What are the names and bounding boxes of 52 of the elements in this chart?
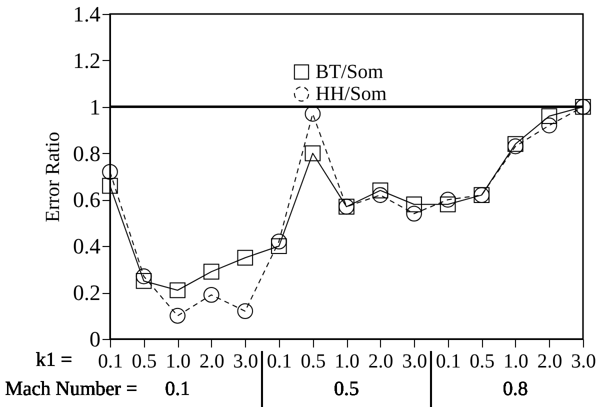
x-tick-label: 2.0 [368, 350, 394, 372]
x-tick-label: 0.1 [98, 350, 123, 372]
x-tick-label: 1.0 [503, 350, 528, 372]
text: 0.5 [334, 378, 359, 400]
point [271, 238, 287, 254]
x-tick-label: 0.5 [300, 350, 326, 372]
text: 0.1 [165, 378, 190, 400]
point [541, 118, 558, 134]
x-tick-label: 3.0 [233, 350, 258, 372]
point [440, 196, 456, 212]
y-tick-label: 0.2 [73, 280, 100, 306]
point [102, 178, 118, 194]
legend-label: BT/Som [316, 61, 384, 83]
y-tick-label: 0 [90, 326, 100, 352]
x-tick-label: 1.0 [166, 350, 191, 372]
point [203, 264, 220, 280]
text: Mach Number = [5, 378, 138, 400]
y-tick-label: 0.4 [73, 234, 100, 259]
text: k1 = [36, 349, 72, 371]
point [372, 187, 388, 203]
point [541, 108, 558, 124]
point [170, 282, 186, 298]
point [440, 192, 456, 208]
y-axis-title: Error Ratio [42, 132, 64, 222]
point [406, 196, 422, 212]
y-tick-label: 0.6 [73, 187, 100, 212]
legend-label: HH/Som [316, 83, 388, 105]
point [304, 145, 321, 162]
x-tick-label: 3.0 [571, 350, 596, 372]
x-tick-label: 0.5 [132, 350, 157, 372]
point [237, 250, 254, 266]
x-tick-label: 0.1 [436, 350, 461, 372]
point [136, 273, 152, 289]
text: 0.8 [502, 378, 528, 400]
point [372, 182, 388, 198]
point [136, 268, 152, 284]
point [237, 303, 254, 320]
x-tick-label: 0.5 [470, 350, 495, 372]
y-tick-label: 1.2 [73, 48, 100, 73]
x-tick-label: 1.0 [334, 350, 360, 372]
y-tick-label: 1 [90, 94, 100, 120]
x-tick-label: 0.1 [266, 350, 292, 372]
y-tick-label: 0.8 [73, 140, 100, 166]
x-tick-label: 3.0 [402, 350, 428, 372]
point [406, 206, 422, 222]
point [203, 286, 220, 303]
x-tick-label: 2.0 [199, 350, 224, 372]
point [102, 164, 118, 180]
point [170, 308, 186, 324]
point [271, 234, 287, 250]
x-tick-label: 2.0 [537, 350, 562, 372]
y-tick-label: 1.4 [73, 2, 100, 26]
